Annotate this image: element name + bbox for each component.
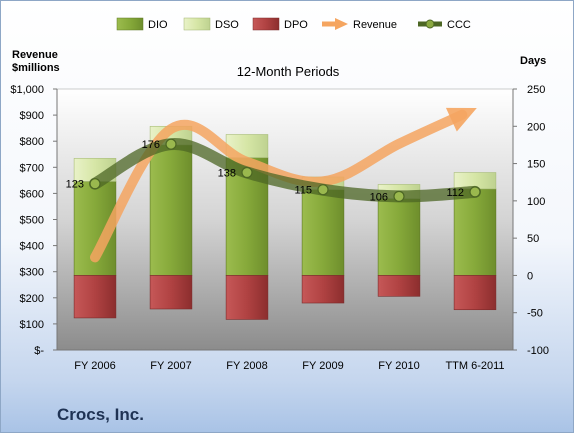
left-tick-label-3: $300 — [20, 267, 44, 279]
bar-dpo-2 — [225, 275, 269, 320]
left-tick-label-8: $800 — [20, 136, 44, 148]
legend-swatch-dso — [183, 17, 211, 31]
revenue-arrowhead — [445, 107, 477, 132]
left-tick-label-10: $1,000 — [10, 84, 44, 96]
x-tick-label-0: FY 2006 — [74, 360, 115, 372]
legend-label-dso: DSO — [215, 19, 239, 31]
ccc-data-label-4: 106 — [370, 191, 388, 203]
legend-label-ccc: CCC — [447, 19, 471, 31]
left-tick-label-4: $400 — [20, 241, 44, 253]
left-tick-label-1: $100 — [20, 319, 44, 331]
left-tick-label-5: $500 — [20, 215, 44, 227]
data-labels-layer: 123 176 138 115 106 112 — [66, 139, 464, 203]
right-tick-label-7: 250 — [527, 84, 545, 96]
ccc-marker-0 — [89, 178, 101, 190]
legend-ccc-icon — [418, 19, 442, 29]
left-axis-title-line2: $millions — [12, 62, 60, 74]
left-tick-label-0: $- — [34, 345, 44, 357]
left-tick-label-6: $600 — [20, 188, 44, 200]
left-tick-label-9: $900 — [20, 110, 44, 122]
ccc-marker-1 — [165, 138, 177, 150]
bar-dpo-0 — [73, 275, 117, 319]
bar-dpo-1 — [149, 275, 193, 310]
right-tick-label-0: -100 — [527, 345, 549, 357]
x-tick-label-4: FY 2010 — [378, 360, 419, 372]
bar-dpo-4 — [377, 275, 421, 297]
ccc-data-label-2: 138 — [218, 168, 236, 180]
x-tick-label-2: FY 2008 — [226, 360, 267, 372]
ccc-marker-2 — [241, 166, 253, 179]
x-tick-label-3: FY 2009 — [302, 360, 343, 372]
markers-layer — [89, 138, 481, 202]
right-tick-label-4: 100 — [527, 196, 545, 208]
bar-dio-4 — [377, 198, 421, 276]
legend-label-revenue: Revenue — [353, 19, 397, 31]
bar-dio-5 — [453, 188, 497, 276]
x-tick-label-5: TTM 6-2011 — [445, 360, 504, 372]
ccc-marker-5 — [469, 186, 481, 198]
bar-dpo-5 — [453, 275, 497, 311]
right-tick-label-1: -50 — [527, 308, 543, 320]
right-tick-label-2: 0 — [527, 270, 533, 282]
x-tick-label-1: FY 2007 — [150, 360, 191, 372]
right-tick-label-3: 50 — [527, 233, 539, 245]
left-axis-title-line1: Revenue — [12, 49, 58, 61]
left-tick-label-7: $700 — [20, 162, 44, 174]
ccc-data-label-0: 123 — [66, 179, 84, 191]
right-tick-label-5: 150 — [527, 159, 545, 171]
right-axis-title: Days — [520, 55, 546, 67]
legend-arrow-icon — [322, 18, 348, 30]
ccc-marker-4 — [393, 190, 405, 202]
bar-dio-3 — [301, 189, 345, 276]
left-tick-label-2: $200 — [20, 293, 44, 305]
ccc-data-label-3: 115 — [294, 185, 312, 197]
right-tick-label-6: 200 — [527, 121, 545, 133]
legend-swatch-dio — [116, 17, 144, 31]
legend-label-dpo: DPO — [284, 19, 308, 31]
plot-area — [56, 88, 514, 351]
legend: DIO DSO DPO Revenue CCC — [116, 17, 471, 31]
legend-label-dio: DIO — [148, 19, 168, 31]
axes-layer: $- $100 $200 $300 $400 $500 $600 $700 $800 $900 $1… — [10, 84, 549, 372]
bar-dio-1 — [149, 144, 193, 276]
legend-swatch-dpo — [252, 17, 280, 31]
company-name: Crocs, Inc. — [57, 405, 144, 424]
ccc-marker-3 — [317, 184, 329, 196]
ccc-data-label-1: 176 — [142, 139, 160, 151]
chart-title: 12-Month Periods — [237, 64, 340, 79]
ccc-data-label-5: 112 — [446, 187, 464, 199]
bar-dpo-3 — [301, 275, 345, 304]
